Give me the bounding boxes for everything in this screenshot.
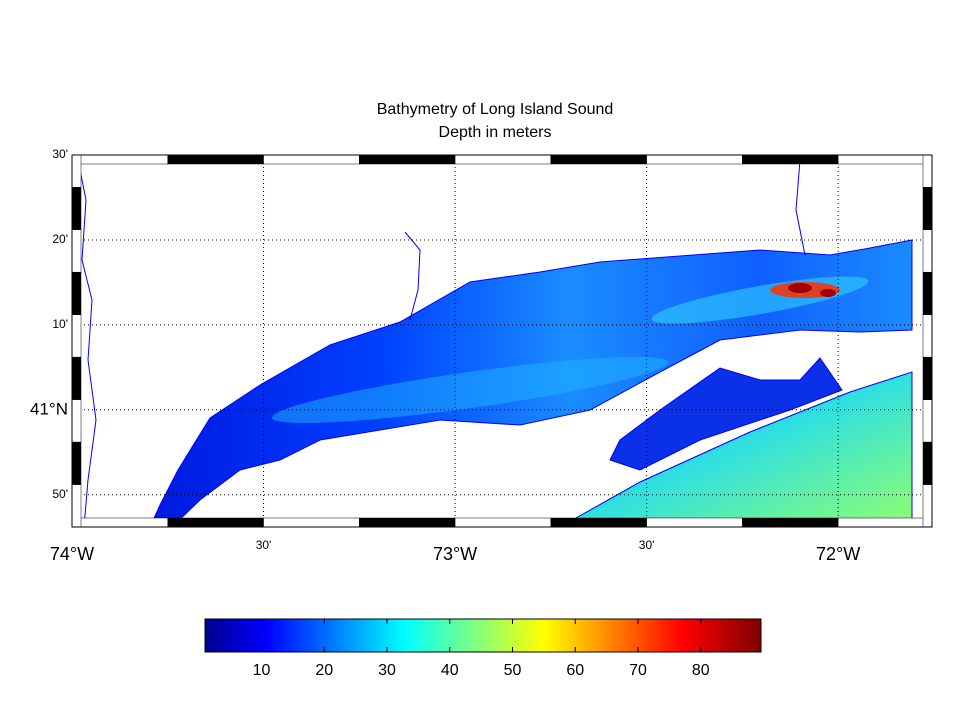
frame-segment [71, 484, 82, 528]
frame-segment [922, 399, 933, 443]
frame-segment [71, 271, 82, 315]
frame-segment [71, 441, 82, 485]
colorbar-tick-label: 20 [315, 662, 333, 679]
lat-tick-label: 20' [52, 232, 68, 246]
map-frame [71, 154, 933, 528]
frame-segment [742, 517, 839, 528]
frame-border [71, 154, 933, 528]
frame-segment [71, 517, 169, 528]
frame-segment [922, 484, 933, 528]
colorbar-tick-label: 30 [378, 662, 396, 679]
frame-segment [71, 229, 82, 273]
deep-spot [820, 289, 836, 297]
lon-tick-label: 73°W [433, 544, 477, 564]
peconic-bay-water [609, 357, 843, 471]
frame-segment [359, 517, 456, 528]
frame-segment [71, 154, 82, 188]
frame-segment [837, 517, 933, 528]
lon-tick-label: 74°W [50, 544, 94, 564]
frame-segment [71, 356, 82, 400]
frame-segment [71, 314, 82, 358]
frame-segment [71, 154, 169, 165]
frame-segment [837, 154, 933, 165]
lon-tick-label: 30' [639, 538, 655, 552]
frame-segment [646, 517, 743, 528]
frame-segment [646, 154, 743, 165]
frame-segment [922, 187, 933, 230]
frame-segment [922, 229, 933, 273]
lat-tick-label: 10' [52, 317, 68, 331]
frame-segment [922, 314, 933, 358]
lon-tick-label: 72°W [816, 544, 860, 564]
lon-tick-label: 30' [256, 538, 272, 552]
hudson-river [77, 159, 97, 528]
map-subtitle: Depth in meters [439, 124, 552, 141]
river [404, 231, 421, 321]
frame-segment [71, 187, 82, 230]
lat-tick-label: 30' [52, 147, 68, 161]
frame-segment [263, 154, 360, 165]
frame-segment [922, 271, 933, 315]
frame-segment [359, 154, 456, 165]
frame-segment [454, 517, 552, 528]
frame-segment [742, 154, 839, 165]
frame-segment [454, 154, 552, 165]
river [795, 159, 806, 256]
frame-segment [263, 517, 360, 528]
channel-band [271, 356, 669, 424]
colorbar-tick-label: 50 [504, 662, 522, 679]
colorbar: 10 20 30 40 50 60 70 80 [204, 618, 762, 679]
lat-tick-label: 41°N [30, 399, 68, 418]
colorbar-tick-label: 80 [692, 662, 710, 679]
frame-segment [167, 517, 264, 528]
water-bodies [77, 159, 913, 528]
frame-segment [922, 441, 933, 485]
frame-segment [922, 356, 933, 400]
lat-tick-label: 50' [52, 487, 68, 501]
frame-segment [922, 154, 933, 188]
frame-segment [167, 154, 264, 165]
colorbar-tick-label: 70 [629, 662, 647, 679]
deep-spot [788, 283, 812, 293]
colorbar-tick-label: 10 [253, 662, 271, 679]
frame-segment [550, 154, 647, 165]
map-title: Bathymetry of Long Island Sound [377, 101, 614, 118]
colorbar-tick-label: 40 [441, 662, 459, 679]
frame-segment [550, 517, 647, 528]
frame-segment [71, 399, 82, 443]
colorbar-tick-label: 60 [566, 662, 584, 679]
colorbar-scale [204, 618, 762, 653]
